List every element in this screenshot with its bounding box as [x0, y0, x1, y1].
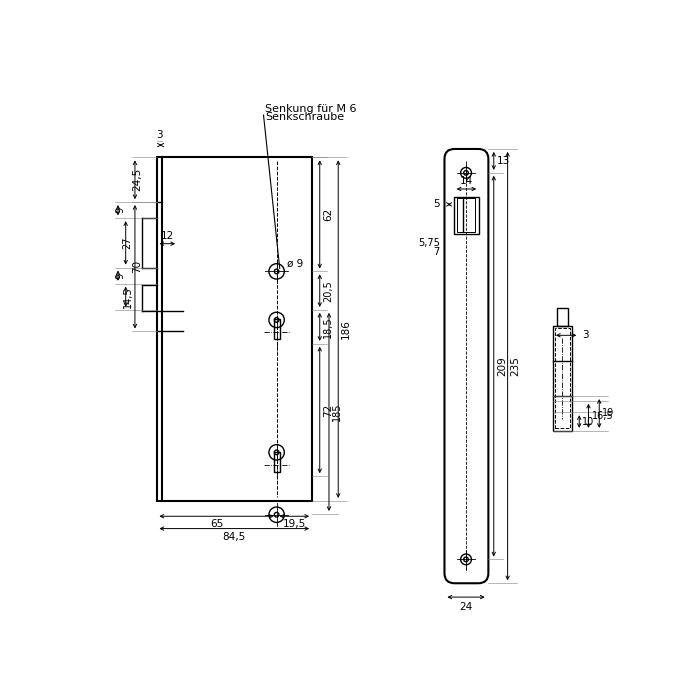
Text: 24,5: 24,5 [132, 168, 142, 191]
Text: 5,75: 5,75 [418, 238, 440, 248]
Text: 65: 65 [210, 519, 223, 530]
Text: 7: 7 [434, 247, 440, 257]
Bar [157, 157, 312, 501]
Text: 209: 209 [497, 356, 507, 376]
Bar [557, 308, 568, 326]
Text: 62: 62 [323, 208, 333, 221]
Text: 9: 9 [115, 273, 125, 278]
Text: 14: 14 [460, 176, 473, 186]
Bar [274, 452, 280, 472]
Text: 20,5: 20,5 [323, 280, 333, 301]
Text: Senkschraube: Senkschraube [265, 112, 345, 122]
Bar [454, 197, 479, 234]
Bar [555, 329, 570, 429]
Text: 72: 72 [323, 404, 333, 417]
Text: 13: 13 [497, 156, 510, 166]
Bar [457, 198, 475, 232]
Bar [553, 326, 571, 431]
Text: 27: 27 [122, 237, 133, 249]
Text: 24: 24 [459, 602, 473, 612]
Text: 185: 185 [332, 403, 342, 421]
Text: 19,5: 19,5 [283, 519, 306, 530]
Text: 3: 3 [156, 131, 162, 141]
Text: 186: 186 [341, 319, 351, 339]
Text: 235: 235 [511, 356, 521, 376]
FancyBboxPatch shape [445, 149, 489, 583]
Text: 18,5: 18,5 [323, 316, 333, 338]
Text: 14,5: 14,5 [122, 286, 133, 308]
Bar [274, 319, 280, 339]
Text: 10: 10 [583, 416, 594, 427]
Text: 3: 3 [583, 331, 589, 340]
Text: 84,5: 84,5 [223, 532, 246, 541]
Text: 5: 5 [433, 200, 440, 209]
Text: 9: 9 [115, 207, 125, 213]
Text: 16,5: 16,5 [592, 411, 613, 421]
Text: 70: 70 [132, 260, 142, 274]
Text: 19: 19 [602, 409, 615, 418]
Text: 12: 12 [161, 230, 174, 241]
Text: ø 9: ø 9 [287, 259, 303, 269]
Text: Senkung für M 6: Senkung für M 6 [265, 104, 356, 113]
